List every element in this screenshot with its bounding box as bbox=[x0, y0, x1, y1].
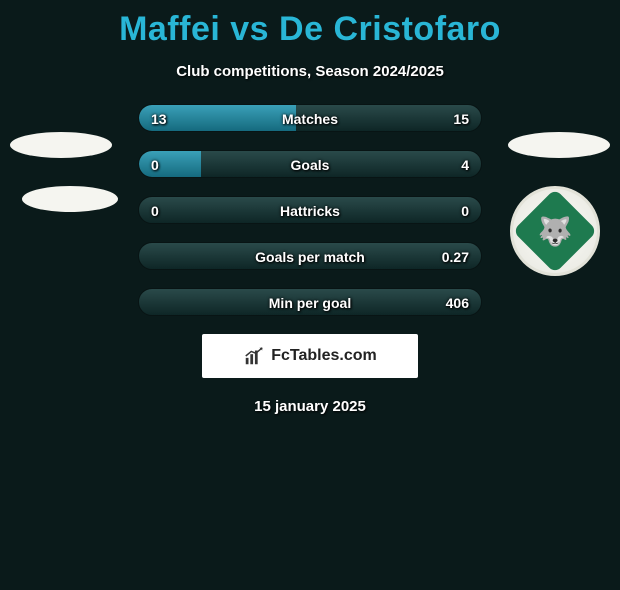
player2-name: De Cristofaro bbox=[279, 10, 501, 48]
stat-value-right: 0 bbox=[449, 197, 481, 223]
club-badge-left-2 bbox=[22, 186, 118, 212]
date-label: 15 january 2025 bbox=[0, 398, 620, 415]
stat-row: Goals per match0.27 bbox=[138, 242, 482, 270]
club-badge-right-1 bbox=[508, 132, 610, 158]
club-badge-left-1 bbox=[10, 132, 112, 158]
stat-row: Min per goal406 bbox=[138, 288, 482, 316]
vs-label: vs bbox=[230, 10, 269, 48]
stat-value-right: 406 bbox=[434, 289, 481, 315]
club-crest-right: 🐺 bbox=[510, 186, 600, 276]
stat-row: 0Goals4 bbox=[138, 150, 482, 178]
stat-row: 0Hattricks0 bbox=[138, 196, 482, 224]
stat-label: Min per goal bbox=[139, 289, 481, 315]
wolf-icon: 🐺 bbox=[538, 215, 573, 248]
page-title: Maffei vs De Cristofaro bbox=[0, 10, 620, 49]
stat-row: 13Matches15 bbox=[138, 104, 482, 132]
stat-value-right: 4 bbox=[449, 151, 481, 177]
brand-badge: FcTables.com bbox=[202, 334, 418, 378]
chart-icon bbox=[243, 345, 265, 367]
stat-label: Matches bbox=[139, 105, 481, 131]
brand-text: FcTables.com bbox=[271, 347, 377, 365]
stat-label: Hattricks bbox=[139, 197, 481, 223]
stat-label: Goals bbox=[139, 151, 481, 177]
player1-name: Maffei bbox=[119, 10, 220, 48]
stat-value-right: 0.27 bbox=[430, 243, 481, 269]
comparison-bars: 13Matches150Goals40Hattricks0Goals per m… bbox=[138, 104, 482, 316]
stat-value-right: 15 bbox=[441, 105, 481, 131]
crest-shield: 🐺 bbox=[513, 189, 598, 274]
subtitle: Club competitions, Season 2024/2025 bbox=[0, 63, 620, 80]
